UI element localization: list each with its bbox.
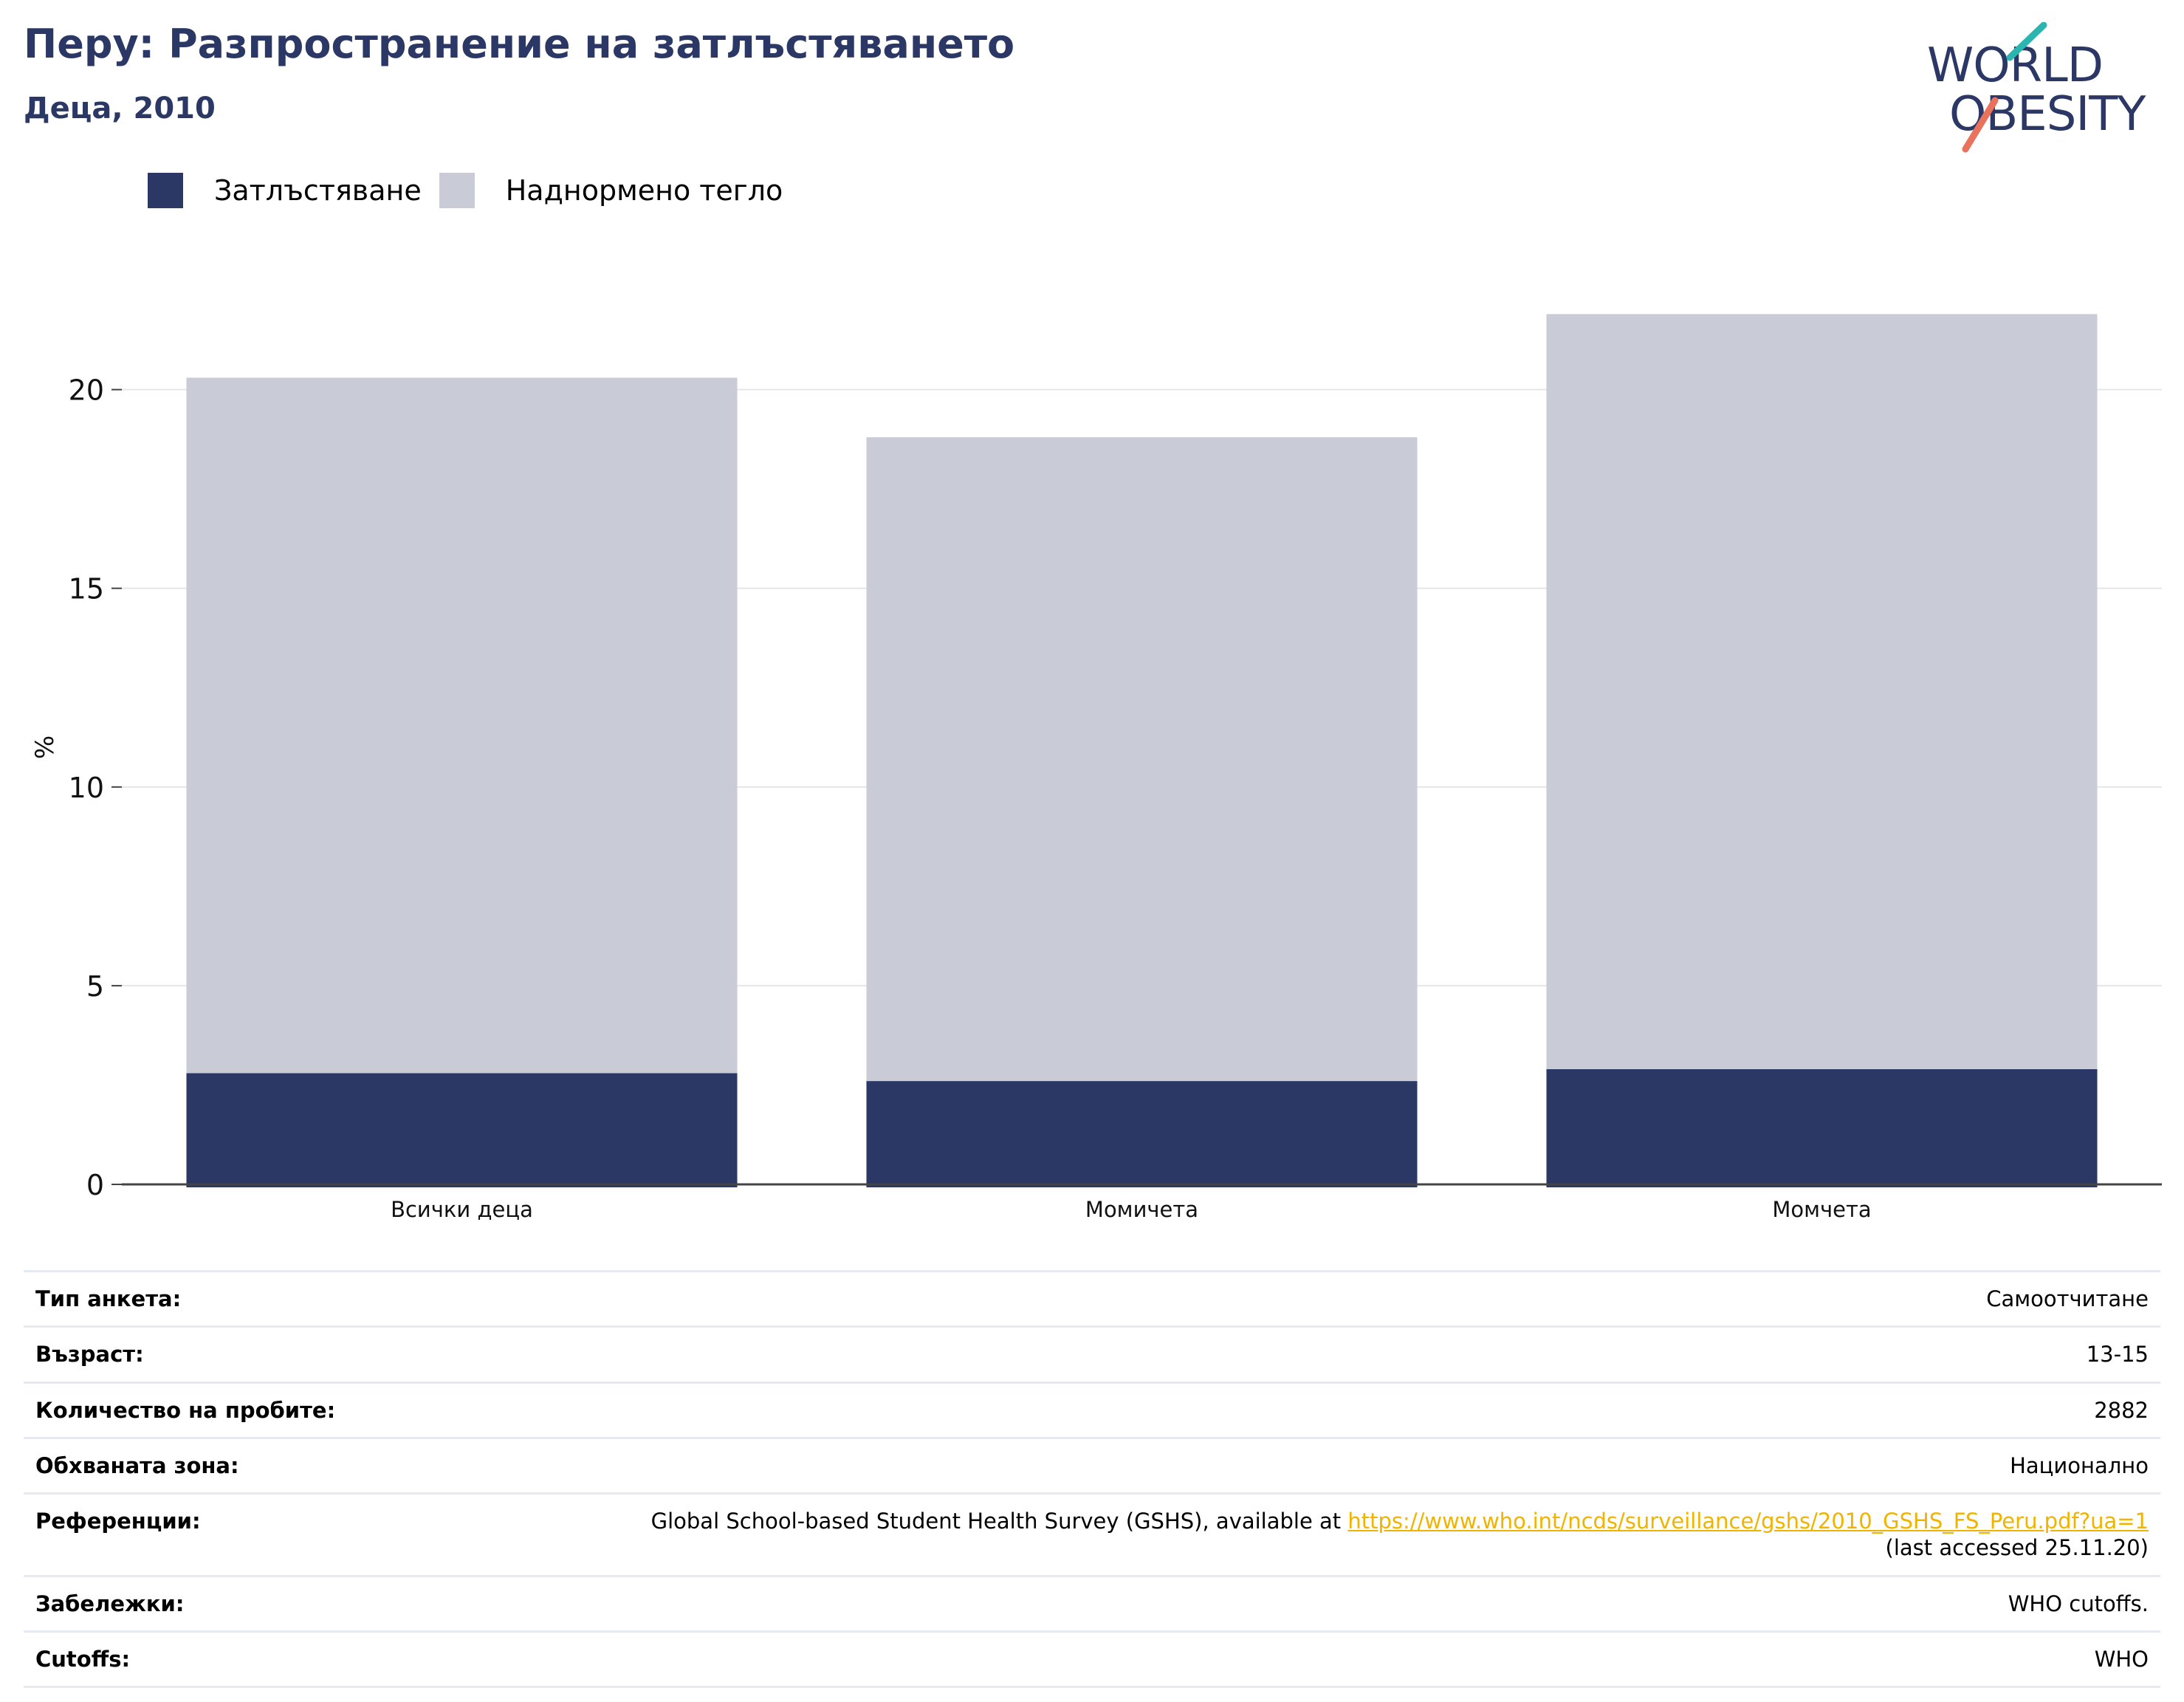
info-value: 2882 [398, 1381, 2160, 1439]
x-tick-label: Всички деца [391, 1197, 533, 1222]
info-value: WHO [398, 1630, 2160, 1689]
legend-swatch-overweight [439, 173, 475, 208]
reference-link[interactable]: https://www.who.int/ncds/surveillance/gs… [1347, 1509, 2149, 1534]
world-obesity-logo: WORLD OBESITY [1927, 22, 2147, 153]
info-value: Global School-based Student Health Surve… [398, 1492, 2160, 1577]
info-row-sample-size: Количество на пробите: 2882 [24, 1381, 2160, 1439]
bar-segment-overweight [866, 437, 1418, 1082]
info-row-cutoffs: Cutoffs: WHO [24, 1630, 2160, 1689]
survey-info-table: Тип анкета: Самоотчитане Възраст: 13-15 … [24, 1269, 2160, 1689]
y-tick-label: 20 [69, 374, 104, 407]
reference-text: Global School-based Student Health Surve… [650, 1509, 1348, 1534]
info-row-notes: Забележки: WHO cutoffs. [24, 1574, 2160, 1633]
legend-item-obesity[interactable]: Затлъстяване [148, 173, 422, 208]
info-key: Забележки: [24, 1574, 399, 1633]
x-tick-label: Момичета [1085, 1197, 1198, 1222]
info-key: Възраст: [24, 1325, 399, 1384]
page-subtitle: Деца, 2010 [24, 92, 216, 126]
y-tick-label: 0 [86, 1169, 104, 1201]
legend-item-overweight[interactable]: Наднормено тегло [439, 173, 783, 208]
info-key: Количество на пробите: [24, 1381, 399, 1439]
info-row-age: Възраст: 13-15 [24, 1325, 2160, 1384]
y-tick-label: 10 [69, 772, 104, 804]
legend-label-overweight: Наднормено тегло [505, 174, 783, 207]
reference-accessed: (last accessed 25.11.20) [1885, 1535, 2149, 1561]
bar-segment-overweight [186, 377, 738, 1074]
info-key: Cutoffs: [24, 1630, 399, 1689]
bar-segment-overweight [1546, 314, 2098, 1069]
logo-line-1: WORLD [1927, 38, 2103, 93]
y-tick-label: 15 [69, 573, 104, 605]
logo-coral-slash [1962, 97, 1999, 153]
info-value: WHO cutoffs. [398, 1574, 2160, 1633]
bar-segment-obesity [186, 1073, 738, 1187]
bar-segment-obesity [1546, 1068, 2098, 1187]
bar-segment-obesity [866, 1081, 1418, 1187]
legend-label-obesity: Затлъстяване [214, 174, 422, 207]
chart-legend: Затлъстяване Наднормено тегло [148, 168, 800, 213]
info-row-references: Референции: Global School-based Student … [24, 1492, 2160, 1577]
info-value: 13-15 [398, 1325, 2160, 1384]
y-tick-label: 5 [86, 970, 104, 1003]
info-value: Самоотчитане [398, 1269, 2160, 1328]
info-row-survey-type: Тип анкета: Самоотчитане [24, 1269, 2160, 1328]
info-key: Обхваната зона: [24, 1436, 399, 1495]
page-title: Перу: Разпространение на затлъстяването [24, 21, 1015, 67]
info-row-area: Обхваната зона: Национално [24, 1436, 2160, 1495]
y-axis-label: % [30, 735, 60, 759]
x-tick-label: Момчета [1772, 1197, 1871, 1222]
logo-teal-slash [2006, 22, 2047, 61]
info-value: Национално [398, 1436, 2160, 1495]
stacked-bar-chart: 0 5 10 15 20% Всички деца Момичета Момчета [30, 314, 2162, 1222]
logo-line-2: OBESITY [1949, 87, 2146, 142]
info-key: Референции: [24, 1492, 399, 1577]
legend-swatch-obesity [148, 173, 183, 208]
info-key: Тип анкета: [24, 1269, 399, 1328]
